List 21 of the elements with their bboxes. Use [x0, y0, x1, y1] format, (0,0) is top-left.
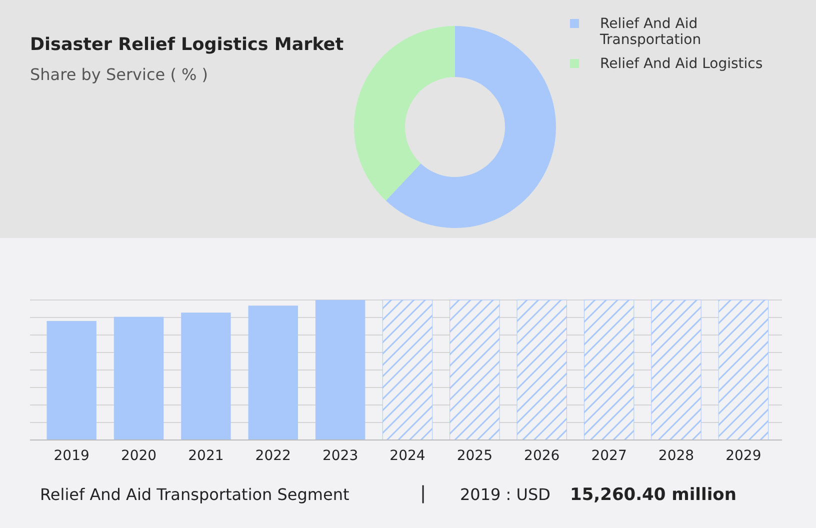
x-tick-label: 2029: [726, 448, 762, 464]
x-tick-label: 2023: [322, 448, 358, 464]
x-tick-label: 2024: [390, 448, 426, 464]
text: 2019 : USD: [460, 485, 550, 504]
x-tick-label: 2025: [456, 448, 493, 464]
x-tick-label: 2026: [524, 448, 560, 464]
text: |: [420, 483, 426, 504]
legend-label: Relief And Aid Logistics: [600, 56, 763, 72]
text: 15,260.40 million: [570, 485, 736, 505]
text: Share by Service ( % ): [30, 65, 208, 84]
x-tick-label: 2028: [658, 448, 694, 464]
x-tick-label: 2020: [120, 448, 157, 464]
donut-slice: [386, 26, 556, 228]
x-tick-label: 2021: [188, 448, 224, 464]
text: Disaster Relief Logistics Market: [30, 35, 344, 55]
x-tick-label: 2022: [255, 448, 291, 464]
text: Relief And Aid Transportation Segment: [40, 485, 350, 504]
x-tick-label: 2027: [591, 448, 627, 464]
legend-label: Relief And Aid Transportation: [599, 16, 702, 48]
donut-slice: [354, 26, 455, 201]
x-tick-label: 2019: [54, 448, 90, 464]
